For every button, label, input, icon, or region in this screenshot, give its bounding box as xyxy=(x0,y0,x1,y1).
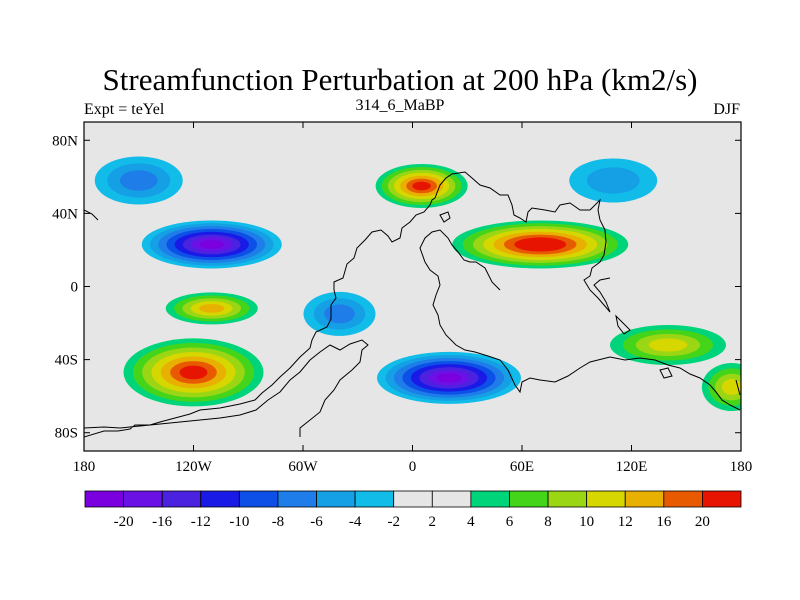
colorbar-label: 16 xyxy=(656,514,672,530)
colorbar-swatch xyxy=(123,490,163,508)
colorbar-swatch xyxy=(316,490,356,508)
coastline-other xyxy=(84,209,741,396)
colorbar-swatch xyxy=(200,490,240,508)
colorbar-label: 12 xyxy=(618,514,633,530)
colorbar-label: -2 xyxy=(387,514,400,530)
x-tick-label: 60E xyxy=(510,459,534,475)
contour-band xyxy=(324,304,355,324)
y-tick-label: 40S xyxy=(55,353,78,369)
contour-band xyxy=(436,373,462,383)
run-id-label: 314_6_MaBP xyxy=(355,97,445,114)
colorbar-swatch xyxy=(509,490,549,508)
colorbar-label: -20 xyxy=(114,514,134,530)
colorbar: -20 -16 -12 -10 -8 -6 -4 -2 2 4 6 8 10 12 16 20 xyxy=(84,490,742,530)
x-tick-label: 180 xyxy=(73,459,96,475)
y-tick-label: 0 xyxy=(71,280,79,296)
y-tick-label: 40N xyxy=(52,206,78,222)
colorbar-label: -12 xyxy=(191,514,211,530)
contour-band xyxy=(586,167,640,194)
x-tick-label: 180 xyxy=(730,459,753,475)
colorbar-label: -6 xyxy=(310,514,323,530)
colorbar-swatch xyxy=(238,490,279,508)
colorbar-swatch xyxy=(277,490,317,508)
x-tick-label: 120W xyxy=(175,459,213,475)
experiment-label: Expt = teYel xyxy=(84,101,165,118)
colorbar-label: 4 xyxy=(467,514,475,530)
contour-band xyxy=(119,170,158,191)
contour-band xyxy=(721,379,741,396)
coastline-eurasia xyxy=(419,171,741,411)
chart-title: Streamfunction Perturbation at 200 hPa (… xyxy=(102,62,698,97)
colorbar-label: -10 xyxy=(229,514,249,530)
coastline-outline xyxy=(84,171,741,438)
x-tick-label: 60W xyxy=(288,459,318,475)
colorbar-swatch xyxy=(547,490,588,508)
colorbar-label: -16 xyxy=(152,514,172,530)
contour-band xyxy=(199,240,225,249)
colorbar-swatch xyxy=(393,490,433,508)
y-tick-label: 80S xyxy=(55,426,78,442)
contour-fills xyxy=(94,156,741,412)
colorbar-label: 2 xyxy=(429,514,437,530)
coastline-americas xyxy=(84,197,436,438)
colorbar-swatch xyxy=(624,490,665,508)
colorbar-swatch xyxy=(431,490,472,508)
colorbar-swatch xyxy=(161,490,202,508)
colorbar-swatch xyxy=(470,490,510,508)
contour-band xyxy=(179,365,208,380)
colorbar-label: 20 xyxy=(695,514,710,530)
contour-band xyxy=(199,304,225,313)
x-axis: 180 120W 60W 0 60E 120E 180 xyxy=(73,122,753,475)
colorbar-swatch xyxy=(354,490,395,508)
colorbar-label: 8 xyxy=(544,514,552,530)
y-axis: 80N 40N 0 40S 80S xyxy=(52,133,741,442)
colorbar-swatch xyxy=(663,490,703,508)
colorbar-label: 6 xyxy=(506,514,514,530)
x-tick-label: 0 xyxy=(409,459,417,475)
season-label: DJF xyxy=(713,101,740,118)
colorbar-swatch xyxy=(84,490,124,508)
colorbar-label: -4 xyxy=(349,514,362,530)
contour-band xyxy=(648,338,688,352)
x-tick-label: 120E xyxy=(616,459,648,475)
contour-band xyxy=(412,181,431,191)
colorbar-swatch xyxy=(702,490,742,508)
y-tick-label: 80N xyxy=(52,133,78,149)
colorbar-swatch xyxy=(586,490,626,508)
colorbar-label: 10 xyxy=(579,514,594,530)
colorbar-label: -8 xyxy=(272,514,285,530)
contour-band xyxy=(524,240,556,249)
